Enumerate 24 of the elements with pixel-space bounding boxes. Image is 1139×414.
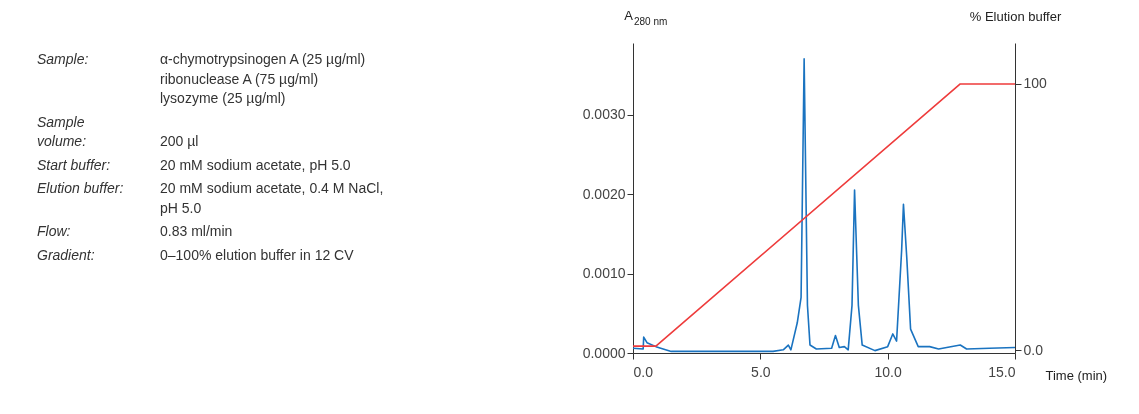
x-tick-label: 15.0: [988, 363, 1016, 380]
x-tick-label: 0.0: [633, 363, 654, 380]
text: Sample:: [37, 51, 89, 67]
x-tick-label: 5.0: [751, 363, 771, 380]
y-tick-label: 0.0020: [582, 185, 626, 202]
y2-axis-title: % Elution buffer: [969, 8, 1062, 24]
y2-tick-label: 100: [1023, 75, 1048, 92]
text: 0.83 ml/min: [160, 223, 233, 239]
x-tick-label: 10.0: [874, 363, 902, 380]
text: 0–100% elution buffer in 12 CV: [160, 246, 355, 263]
y2-tick-label: 0.0: [1023, 341, 1044, 358]
text: 200 µl: [160, 133, 199, 149]
text: Elution buffer:: [37, 180, 124, 196]
text: Gradient:: [37, 246, 95, 263]
text: Sample volume:: [37, 113, 87, 149]
y-tick-label: 0.0010: [582, 265, 626, 282]
text: 20 mM sodium acetate, 0.4 M NaCl, pH 5.0: [160, 180, 384, 216]
y-tick-label: 0.0000: [582, 344, 626, 361]
x-axis-title: Time (min): [1045, 367, 1108, 383]
text: α-chymotrypsinogen A (25 µg/ml) ribonuclease A (75 µg/ml) lysozyme (25 µg/ml): [160, 51, 366, 106]
text: Start buffer:: [37, 156, 111, 173]
text: Flow:: [37, 223, 71, 239]
text: 20 mM sodium acetate, pH 5.0: [160, 156, 351, 173]
y-tick-label: 0.0030: [582, 106, 626, 123]
